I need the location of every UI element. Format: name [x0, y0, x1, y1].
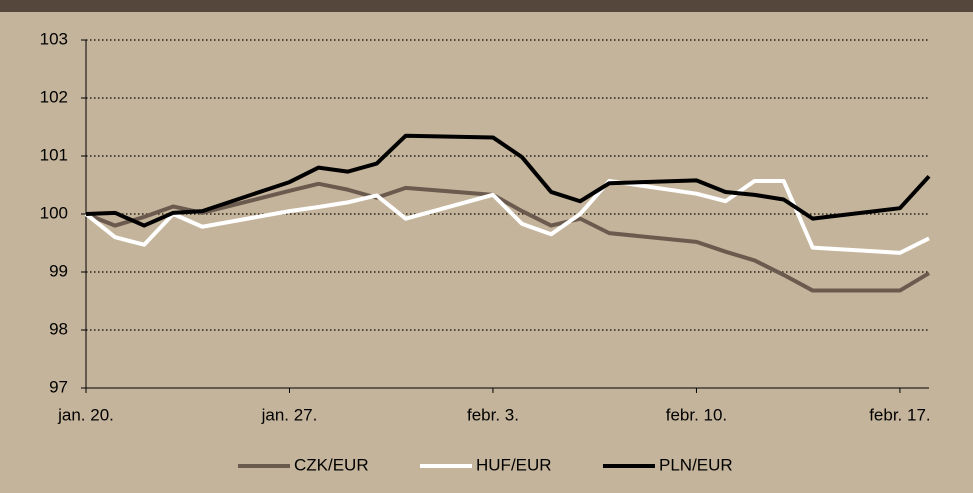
x-tick-label: febr. 10.	[666, 405, 727, 424]
y-tick-label: 103	[40, 29, 68, 48]
x-tick-label: febr. 17.	[869, 405, 930, 424]
legend-label: CZK/EUR	[294, 455, 369, 474]
y-tick-label: 101	[40, 145, 68, 164]
legend-label: HUF/EUR	[476, 455, 552, 474]
y-tick-label: 97	[49, 377, 68, 396]
series-line	[84, 178, 930, 255]
y-tick-label: 102	[40, 87, 68, 106]
series-line	[85, 181, 931, 293]
y-tick-label: 100	[40, 203, 68, 222]
y-tick-label: 98	[49, 319, 68, 338]
x-tick-label: jan. 27.	[261, 405, 318, 424]
x-tick-label: febr. 3.	[467, 405, 519, 424]
title-bar	[0, 0, 973, 12]
y-tick-label: 99	[49, 261, 68, 280]
legend-label: PLN/EUR	[659, 455, 733, 474]
x-tick-label: jan. 20.	[57, 405, 114, 424]
series-line	[85, 133, 931, 228]
